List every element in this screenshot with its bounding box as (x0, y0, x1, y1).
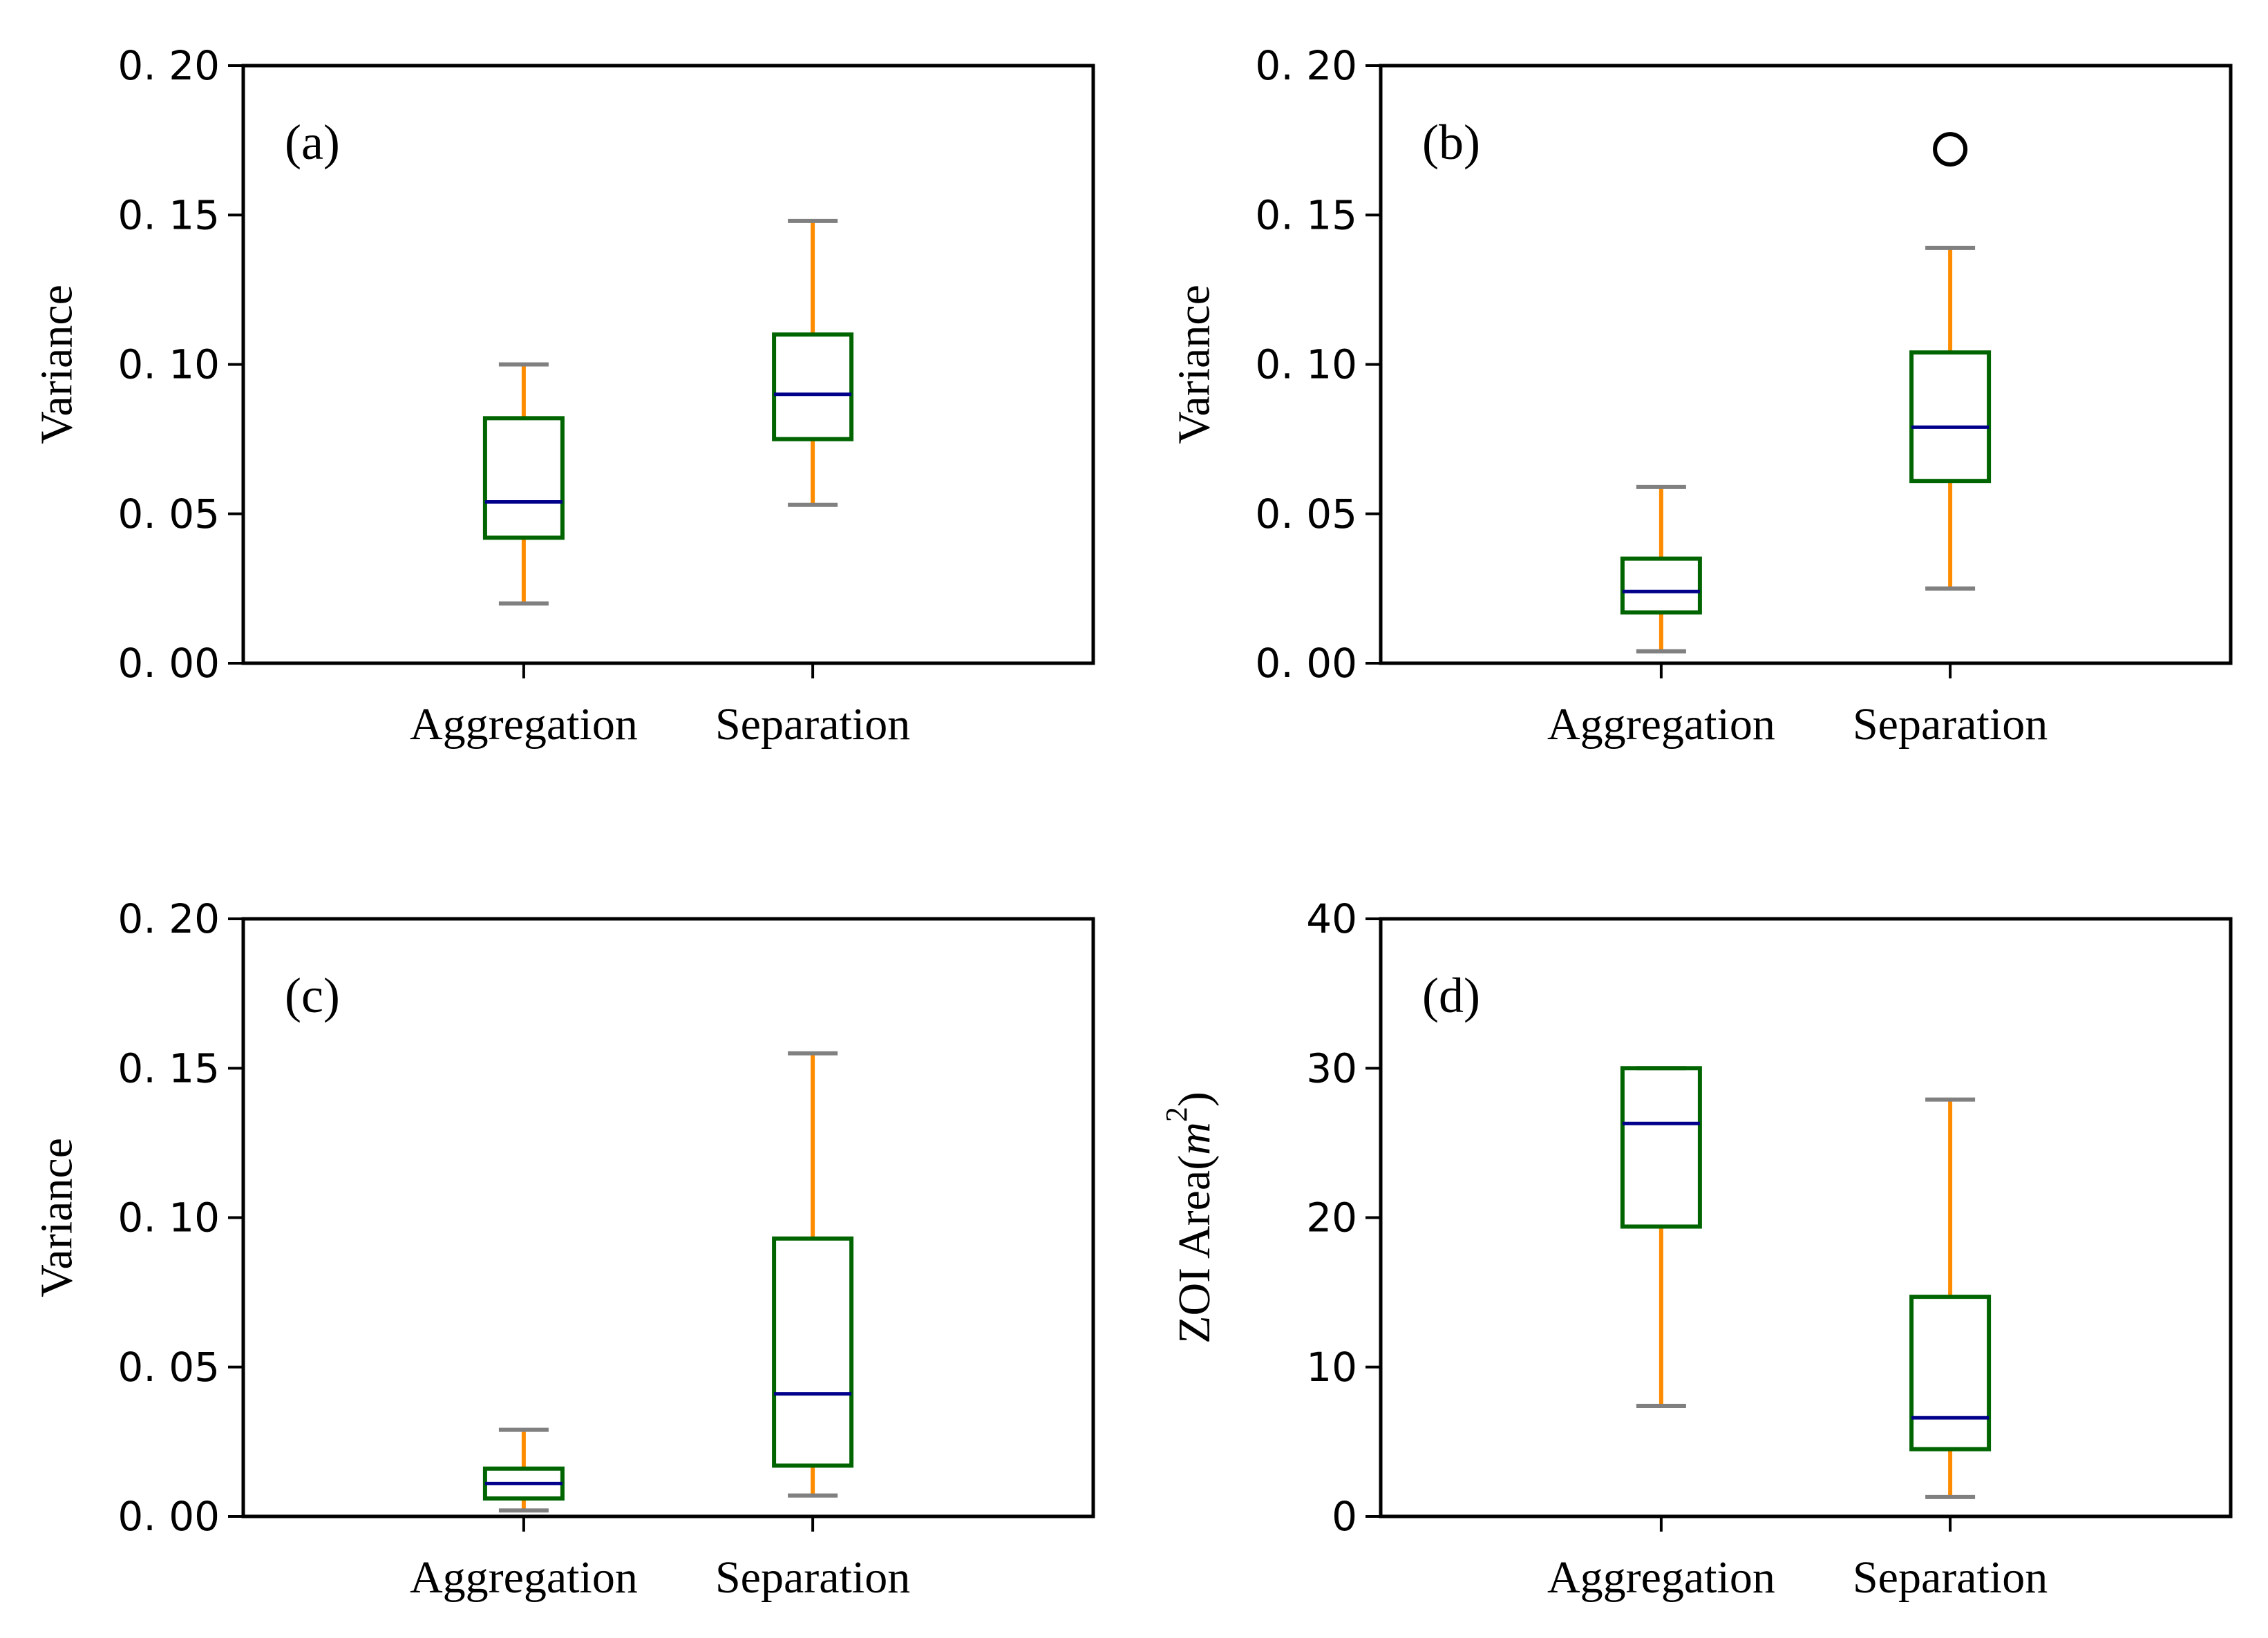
y-axis-label: Variance (1169, 285, 1220, 444)
box-separation (772, 1051, 854, 1498)
y-tick-label: 0. 15 (117, 1045, 220, 1092)
iqr-box (482, 416, 565, 540)
panel-a: 0. 00 0. 05 0. 10 0. 15 0. 20 Variance (a) Aggr… (32, 42, 1095, 750)
y-axis-label-exponent: 2 (1160, 1107, 1193, 1122)
y-axis-label-close: ) (1169, 1092, 1220, 1107)
y-tick-label: 40 (1306, 895, 1357, 942)
x-tick-label: Aggregation (1547, 699, 1775, 750)
box-aggregation (482, 362, 565, 606)
panel-b: 0. 00 0. 05 0. 10 0. 15 0. 20 Variance (b) Aggr… (1169, 42, 2233, 750)
axes-frame (241, 917, 1095, 1518)
y-axis-label: Variance (32, 1138, 82, 1297)
y-tick-label: 0. 20 (117, 42, 220, 89)
y-tick-label: 0. 10 (117, 341, 220, 388)
y-tick-label: 0. 15 (117, 191, 220, 238)
y-axis-label-unit: m (1169, 1122, 1220, 1155)
iqr-box (1620, 556, 1702, 615)
y-tick-label: 0. 20 (117, 895, 220, 942)
box-separation (1909, 132, 1992, 591)
iqr-box (1909, 350, 1992, 484)
x-tick-label: Separation (1853, 1552, 2048, 1603)
y-axis-label: ZOI Area(m2) (1160, 1092, 1220, 1344)
y-tick-label: 0. 05 (117, 1344, 220, 1391)
y-tick-label: 10 (1306, 1344, 1357, 1391)
y-tick-label: 0. 05 (1255, 491, 1357, 537)
panel-label: (a) (285, 115, 340, 170)
iqr-box (1909, 1295, 1992, 1451)
panel-c: 0. 00 0. 05 0. 10 0. 15 0. 20 Variance (c) Aggr… (32, 895, 1095, 1603)
box-aggregation (482, 1427, 565, 1513)
box-separation (1909, 1097, 1992, 1499)
panel-label: (c) (285, 968, 340, 1023)
y-tick-label: 0. 00 (117, 640, 220, 687)
panel-label: (b) (1422, 115, 1480, 170)
box-aggregation (1620, 1066, 1702, 1408)
y-tick-label: 0. 10 (117, 1194, 220, 1241)
x-tick-label: Separation (715, 1552, 910, 1603)
y-axis-label: Variance (32, 285, 82, 444)
y-tick-label: 0. 00 (1255, 640, 1357, 687)
panel-label: (d) (1422, 968, 1480, 1023)
x-tick-label: Separation (1853, 699, 2048, 750)
y-tick-label: 0. 05 (117, 491, 220, 537)
y-axis-label-text: ZOI Area( (1169, 1155, 1220, 1344)
x-tick-label: Aggregation (1547, 1552, 1775, 1603)
y-tick-label: 0 (1332, 1493, 1357, 1540)
x-tick-label: Aggregation (410, 1552, 638, 1603)
box-aggregation (1620, 484, 1702, 654)
axes-frame (1379, 917, 2233, 1518)
axes-frame (241, 64, 1095, 665)
x-tick-label: Aggregation (410, 699, 638, 750)
axes-frame (1379, 64, 2233, 665)
y-tick-label: 0. 20 (1255, 42, 1357, 89)
iqr-box (1620, 1066, 1702, 1229)
box-separation (772, 218, 854, 507)
panel-d: 0 10 20 30 40 ZOI Area(m2) (d) Aggregation Separ… (1160, 895, 2233, 1603)
y-tick-label: 20 (1306, 1194, 1357, 1241)
y-tick-label: 0. 10 (1255, 341, 1357, 388)
x-tick-label: Separation (715, 699, 910, 750)
y-tick-label: 30 (1306, 1045, 1357, 1092)
iqr-box (772, 332, 854, 441)
y-tick-label: 0. 00 (117, 1493, 220, 1540)
y-tick-label: 0. 15 (1255, 191, 1357, 238)
iqr-box (772, 1236, 854, 1468)
outlier-point (1933, 132, 1968, 167)
